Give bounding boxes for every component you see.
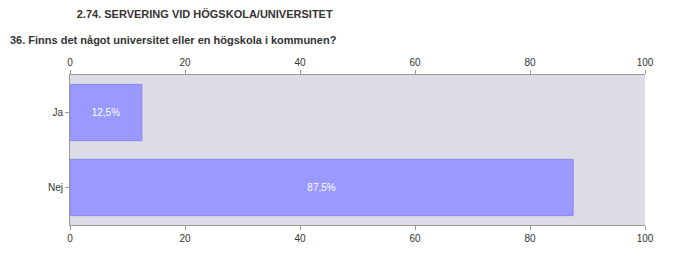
svg-text:Nej: Nej bbox=[48, 182, 63, 193]
svg-text:80: 80 bbox=[524, 57, 536, 68]
svg-text:40: 40 bbox=[294, 57, 306, 68]
svg-text:36. Finns det något universite: 36. Finns det något universitet eller en… bbox=[10, 34, 337, 46]
svg-text:20: 20 bbox=[179, 57, 191, 68]
svg-text:0: 0 bbox=[67, 233, 73, 244]
svg-text:100: 100 bbox=[637, 233, 654, 244]
svg-text:40: 40 bbox=[294, 233, 306, 244]
svg-text:2.74. SERVERING VID HÖGSKOLA/U: 2.74. SERVERING VID HÖGSKOLA/UNIVERSITET bbox=[77, 8, 333, 20]
svg-text:Ja: Ja bbox=[52, 107, 63, 118]
svg-text:100: 100 bbox=[637, 57, 654, 68]
svg-text:12,5%: 12,5% bbox=[92, 107, 120, 118]
svg-text:0: 0 bbox=[67, 57, 73, 68]
svg-text:60: 60 bbox=[409, 233, 421, 244]
svg-text:20: 20 bbox=[179, 233, 191, 244]
svg-text:80: 80 bbox=[524, 233, 536, 244]
svg-text:87,5%: 87,5% bbox=[307, 182, 335, 193]
svg-text:60: 60 bbox=[409, 57, 421, 68]
